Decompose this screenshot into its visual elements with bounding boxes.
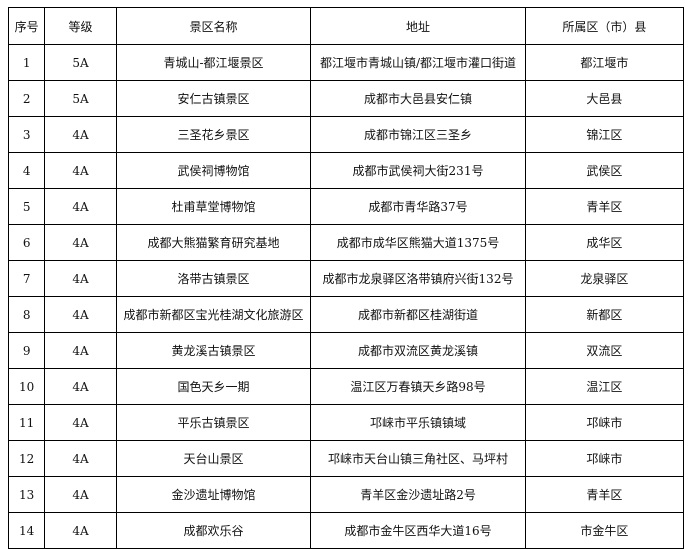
- cell-address: 成都市成华区熊猫大道1375号: [310, 224, 526, 261]
- cell-district: 大邑县: [524, 80, 685, 117]
- cell-address: 成都市金牛区西华大道16号: [310, 512, 526, 549]
- cell-district: 邛崃市: [524, 440, 685, 477]
- table-row: 14 4A 成都欢乐谷 成都市金牛区西华大道16号 市金牛区: [7, 512, 685, 549]
- cell-address: 成都市双流区黄龙溪镇: [310, 332, 526, 369]
- cell-grade: 4A: [44, 296, 117, 333]
- cell-index: 7: [7, 260, 46, 297]
- cell-grade: 4A: [44, 224, 117, 261]
- cell-name: 天台山景区: [115, 440, 312, 477]
- header-address: 地址: [310, 7, 526, 45]
- cell-name: 金沙遗址博物馆: [115, 476, 312, 513]
- cell-grade: 4A: [44, 332, 117, 369]
- cell-grade: 5A: [44, 44, 117, 81]
- table-row: 6 4A 成都大熊猫繁育研究基地 成都市成华区熊猫大道1375号 成华区: [7, 224, 685, 261]
- cell-index: 4: [7, 152, 46, 189]
- table-row: 11 4A 平乐古镇景区 邛崃市平乐镇镇域 邛崃市: [7, 404, 685, 441]
- cell-district: 青羊区: [524, 476, 685, 513]
- cell-index: 6: [7, 224, 46, 261]
- cell-grade: 5A: [44, 80, 117, 117]
- cell-name: 成都大熊猫繁育研究基地: [115, 224, 312, 261]
- table-row: 2 5A 安仁古镇景区 成都市大邑县安仁镇 大邑县: [7, 80, 685, 117]
- cell-grade: 4A: [44, 188, 117, 225]
- scenic-areas-table: 序号 等级 景区名称 地址 所属区（市）县 1 5A 青城山-都江堰景区 都江堰市青城…: [7, 7, 685, 549]
- cell-name: 三圣花乡景区: [115, 116, 312, 153]
- cell-grade: 4A: [44, 404, 117, 441]
- header-district: 所属区（市）县: [524, 7, 685, 45]
- header-grade: 等级: [44, 7, 117, 45]
- cell-district: 都江堰市: [524, 44, 685, 81]
- table-row: 12 4A 天台山景区 邛崃市天台山镇三角社区、马坪村 邛崃市: [7, 440, 685, 477]
- cell-grade: 4A: [44, 440, 117, 477]
- cell-index: 3: [7, 116, 46, 153]
- cell-name: 国色天乡一期: [115, 368, 312, 405]
- table-row: 7 4A 洛带古镇景区 成都市龙泉驿区洛带镇府兴街132号 龙泉驿区: [7, 260, 685, 297]
- cell-name: 杜甫草堂博物馆: [115, 188, 312, 225]
- table-row: 4 4A 武侯祠博物馆 成都市武侯祠大街231号 武侯区: [7, 152, 685, 189]
- cell-address: 成都市新都区桂湖街道: [310, 296, 526, 333]
- cell-address: 青羊区金沙遗址路2号: [310, 476, 526, 513]
- cell-district: 市金牛区: [524, 512, 685, 549]
- cell-address: 成都市锦江区三圣乡: [310, 116, 526, 153]
- cell-district: 成华区: [524, 224, 685, 261]
- cell-address: 温江区万春镇天乡路98号: [310, 368, 526, 405]
- cell-name: 安仁古镇景区: [115, 80, 312, 117]
- cell-index: 14: [7, 512, 46, 549]
- cell-grade: 4A: [44, 260, 117, 297]
- cell-district: 锦江区: [524, 116, 685, 153]
- cell-district: 温江区: [524, 368, 685, 405]
- cell-district: 青羊区: [524, 188, 685, 225]
- cell-index: 9: [7, 332, 46, 369]
- cell-grade: 4A: [44, 476, 117, 513]
- cell-index: 10: [7, 368, 46, 405]
- cell-name: 洛带古镇景区: [115, 260, 312, 297]
- cell-district: 龙泉驿区: [524, 260, 685, 297]
- cell-grade: 4A: [44, 152, 117, 189]
- cell-name: 青城山-都江堰景区: [115, 44, 312, 81]
- cell-address: 邛崃市平乐镇镇域: [310, 404, 526, 441]
- header-row: 序号 等级 景区名称 地址 所属区（市）县: [7, 7, 685, 45]
- cell-index: 12: [7, 440, 46, 477]
- cell-name: 成都欢乐谷: [115, 512, 312, 549]
- cell-district: 新都区: [524, 296, 685, 333]
- cell-name: 黄龙溪古镇景区: [115, 332, 312, 369]
- cell-address: 邛崃市天台山镇三角社区、马坪村: [310, 440, 526, 477]
- cell-address: 成都市武侯祠大街231号: [310, 152, 526, 189]
- cell-index: 8: [7, 296, 46, 333]
- cell-district: 双流区: [524, 332, 685, 369]
- cell-district: 邛崃市: [524, 404, 685, 441]
- table-row: 10 4A 国色天乡一期 温江区万春镇天乡路98号 温江区: [7, 368, 685, 405]
- header-name: 景区名称: [115, 7, 312, 45]
- cell-grade: 4A: [44, 368, 117, 405]
- cell-name: 平乐古镇景区: [115, 404, 312, 441]
- cell-address: 成都市大邑县安仁镇: [310, 80, 526, 117]
- cell-index: 11: [7, 404, 46, 441]
- table-row: 1 5A 青城山-都江堰景区 都江堰市青城山镇/都江堰市灌口街道 都江堰市: [7, 44, 685, 81]
- cell-address: 成都市青华路37号: [310, 188, 526, 225]
- cell-index: 1: [7, 44, 46, 81]
- table-row: 13 4A 金沙遗址博物馆 青羊区金沙遗址路2号 青羊区: [7, 476, 685, 513]
- table-row: 9 4A 黄龙溪古镇景区 成都市双流区黄龙溪镇 双流区: [7, 332, 685, 369]
- header-index: 序号: [7, 7, 46, 45]
- cell-index: 13: [7, 476, 46, 513]
- cell-district: 武侯区: [524, 152, 685, 189]
- cell-grade: 4A: [44, 512, 117, 549]
- cell-name: 成都市新都区宝光桂湖文化旅游区: [115, 296, 312, 333]
- table-row: 8 4A 成都市新都区宝光桂湖文化旅游区 成都市新都区桂湖街道 新都区: [7, 296, 685, 333]
- cell-grade: 4A: [44, 116, 117, 153]
- cell-address: 成都市龙泉驿区洛带镇府兴街132号: [310, 260, 526, 297]
- table-row: 3 4A 三圣花乡景区 成都市锦江区三圣乡 锦江区: [7, 116, 685, 153]
- cell-address: 都江堰市青城山镇/都江堰市灌口街道: [310, 44, 526, 81]
- table-row: 5 4A 杜甫草堂博物馆 成都市青华路37号 青羊区: [7, 188, 685, 225]
- cell-index: 5: [7, 188, 46, 225]
- cell-name: 武侯祠博物馆: [115, 152, 312, 189]
- cell-index: 2: [7, 80, 46, 117]
